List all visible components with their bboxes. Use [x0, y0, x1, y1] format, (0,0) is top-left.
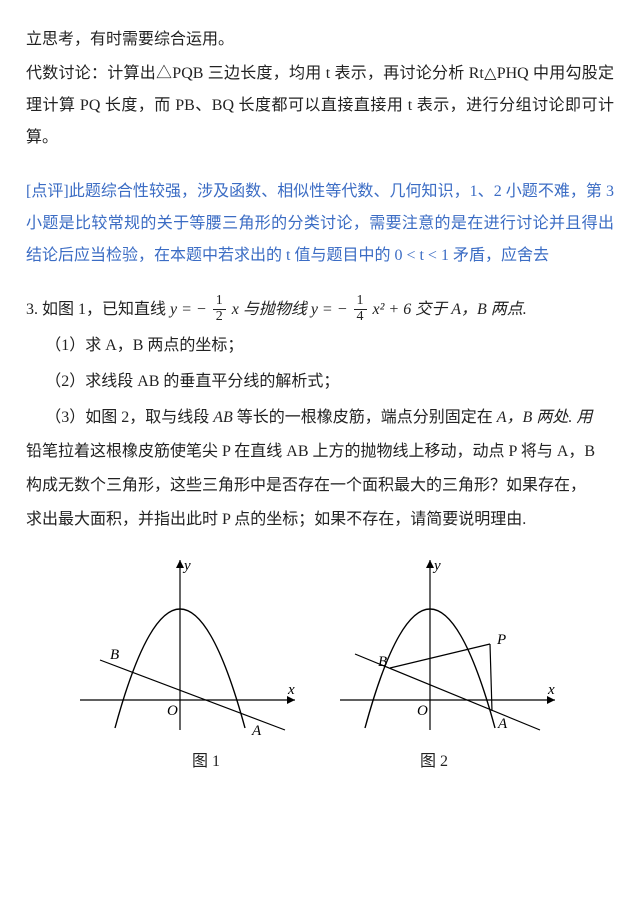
figure-1: y x O B A — [70, 550, 310, 740]
figure-captions: 图 1 图 2 — [26, 746, 614, 778]
para3a: 铅笔拉着这根橡皮筋使笔尖 P 在直线 AB 上方的抛物线上移动，动点 P 将与 … — [26, 436, 614, 468]
frac-1-2: 12 — [213, 294, 226, 324]
caption-1: 图 1 — [192, 746, 220, 778]
q2-text: （2）求线段 AB 的垂直平分线的解析式； — [45, 373, 339, 390]
y-arrow-2 — [426, 560, 434, 568]
y-arrow — [176, 560, 184, 568]
caption-2: 图 2 — [420, 746, 448, 778]
axis-x-label: x — [287, 682, 295, 698]
question-1: （1）求 A，B 两点的坐标； — [26, 330, 614, 362]
origin-label: O — [167, 703, 178, 719]
frac-1-4: 14 — [354, 294, 367, 324]
paragraph-1: 立思考，有时需要综合运用。 — [26, 24, 614, 56]
q3-AB: AB — [213, 409, 233, 426]
line-AB — [100, 660, 285, 730]
q3-b: 等长的一根橡皮筋，端点分别固定在 — [233, 409, 497, 426]
origin-label-2: O — [417, 703, 428, 719]
axis-x-label-2: x — [547, 682, 555, 698]
P-label: P — [496, 632, 506, 648]
question-3: （3）如图 2，取与线段 AB 等长的一根橡皮筋，端点分别固定在 A，B 两处.… — [26, 402, 614, 434]
problem-intro: 3. 如图 1，已知直线 y = − 12 x 与抛物线 y = − 14 x²… — [26, 294, 614, 326]
para3b: 构成无数个三角形，这些三角形中是否存在一个面积最大的三角形？如果存在， — [26, 470, 614, 502]
eq1-mid: x 与抛物线 y = − — [232, 301, 348, 318]
seg-PA — [490, 644, 492, 711]
intro-text-a: 3. 如图 1，已知直线 — [26, 301, 170, 318]
B-label: B — [110, 647, 119, 663]
B-label-2: B — [378, 654, 387, 670]
axis-y-label: y — [182, 558, 191, 574]
A-label-2: A — [497, 716, 508, 732]
para3c: 求出最大面积，并指出此时 P 点的坐标；如果不存在，请简要说明理由. — [26, 504, 614, 536]
q3-c: A，B 两处. 用 — [497, 409, 593, 426]
q3-a: （3）如图 2，取与线段 — [45, 409, 213, 426]
axis-y-label-2: y — [432, 558, 441, 574]
eq1-lhs: y = − — [170, 301, 207, 318]
figures-row: y x O B A y x O B P A — [26, 550, 614, 740]
A-label: A — [251, 723, 262, 739]
question-2: （2）求线段 AB 的垂直平分线的解析式； — [26, 366, 614, 398]
paragraph-2: 代数讨论：计算出△PQB 三边长度，均用 t 表示，再讨论分析 Rt△PHQ 中… — [26, 58, 614, 154]
intro-text-b: A，B 两点. — [451, 301, 527, 318]
figure-2: y x O B P A — [330, 550, 570, 740]
q1-text: （1）求 A，B 两点的坐标； — [45, 337, 243, 354]
eq1-end: x² + 6 交于 — [373, 301, 452, 318]
comment-block: [点评]此题综合性较强，涉及函数、相似性等代数、几何知识，1、2 小题不难，第 … — [26, 176, 614, 272]
